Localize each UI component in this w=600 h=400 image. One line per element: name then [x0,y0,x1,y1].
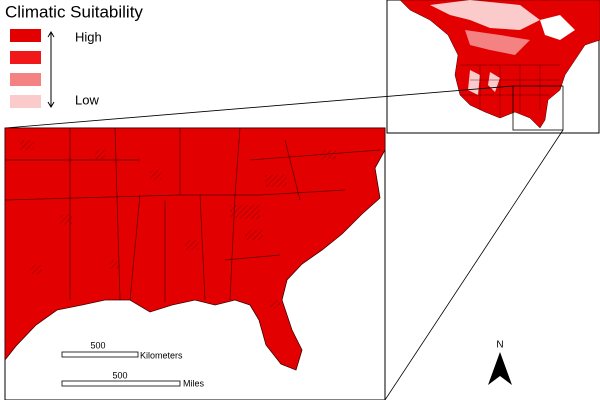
connector-lines [4,85,564,400]
hatched-areas [20,140,336,309]
scale-km-value: 500 [90,340,105,350]
legend-swatch [10,29,41,42]
scale-mi-unit: Miles [183,378,205,388]
scale-bar-km [61,351,139,358]
legend-swatch [10,73,41,86]
north-arrow [488,352,512,385]
legend-title: Climatic Suitability [5,2,143,21]
legend-high: High [75,29,102,44]
legend-swatch [10,95,41,108]
north-label: N [496,340,503,351]
legend-swatch [10,51,41,64]
legend-arrow [47,31,55,108]
scale-mi-value: 500 [112,370,127,380]
main-map [4,127,386,400]
scale-bar-mi [61,380,181,387]
legend-low: Low [75,92,99,107]
inset-map [386,0,600,134]
scale-km-unit: Kilometers [140,350,183,360]
